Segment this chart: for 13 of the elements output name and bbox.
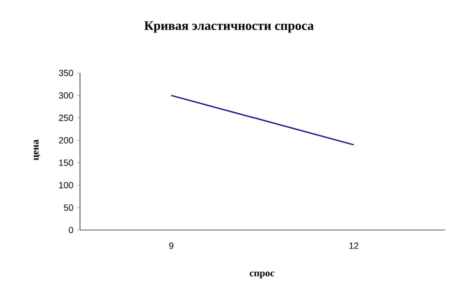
y-tick-label: 150: [59, 160, 74, 166]
y-tick-label: 300: [58, 92, 74, 99]
y-tick-label: 350: [58, 70, 74, 76]
y-tick-label: 100: [59, 182, 74, 188]
y-tick-label: 250: [58, 114, 74, 122]
x-axis-title: спрос: [250, 272, 274, 278]
chart-title: Кривая эластичности спроса: [144, 21, 314, 33]
y-tick-label: 200: [58, 137, 74, 144]
y-axis-title: цена: [34, 140, 40, 160]
x-tick-label: 9: [169, 242, 174, 249]
x-tick-label: 12: [349, 242, 358, 249]
y-tick-label: 50: [64, 204, 74, 211]
y-tick-label: 0: [68, 226, 74, 234]
